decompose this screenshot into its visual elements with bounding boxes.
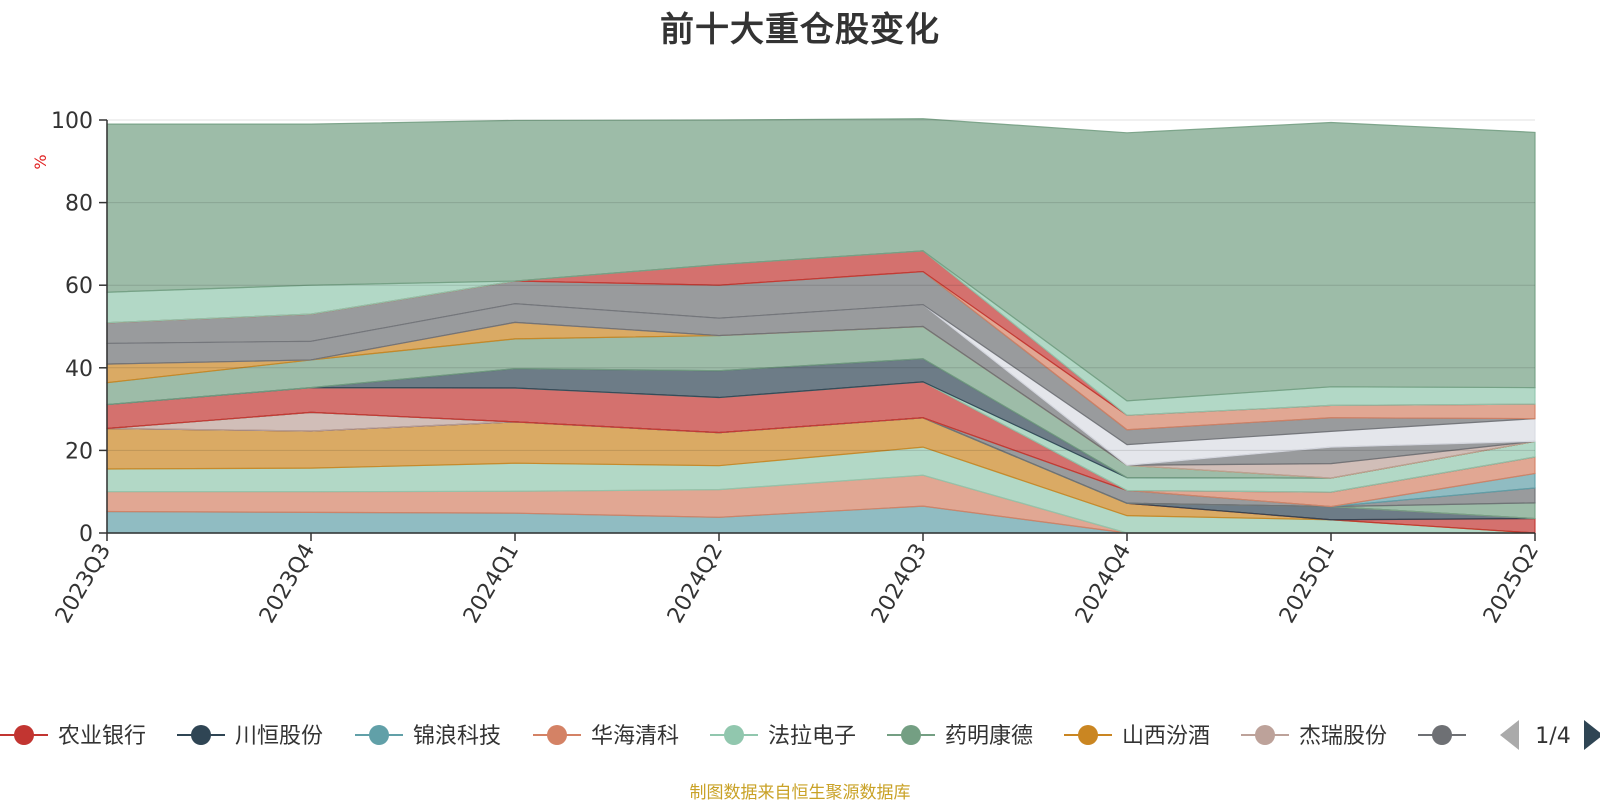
source-note: 制图数据来自恒生聚源数据库 xyxy=(689,783,911,803)
legend-item-5[interactable]: 法拉电子 xyxy=(710,724,856,749)
legend-label: 川恒股份 xyxy=(235,724,323,749)
x-tick-label-2023Q3: 2023Q3 xyxy=(51,540,116,628)
legend-circle-marker xyxy=(1255,725,1275,745)
y-tick-label-60: 60 xyxy=(65,274,93,299)
y-tick-label-40: 40 xyxy=(65,357,93,382)
y-tick-label-0: 0 xyxy=(79,522,93,547)
legend-item-2[interactable]: 川恒股份 xyxy=(177,724,323,749)
legend: 农业银行 川恒股份 锦浪科技 华海清科 法拉电子 药明康德 山西汾酒 杰瑞股份 xyxy=(0,724,1466,749)
legend-item-6[interactable]: 药明康德 xyxy=(887,724,1033,749)
legend-item-3[interactable]: 锦浪科技 xyxy=(355,724,501,749)
legend-page-indicator: 1/4 xyxy=(1535,724,1570,749)
x-tick-label-2025Q2: 2025Q2 xyxy=(1479,540,1544,628)
legend-circle-marker xyxy=(547,725,567,745)
legend-item-1[interactable]: 农业银行 xyxy=(0,724,146,749)
legend-prev-arrow-icon[interactable] xyxy=(1500,720,1519,750)
x-tick-label-2023Q4: 2023Q4 xyxy=(255,540,320,628)
area-series-group xyxy=(106,118,1536,534)
legend-label: 山西汾酒 xyxy=(1122,724,1210,749)
chart-title: 前十大重仓股变化 xyxy=(660,10,940,50)
legend-circle-marker xyxy=(191,725,211,745)
y-tick-label-20: 20 xyxy=(65,439,93,464)
legend-pager: 1/4 xyxy=(1500,720,1600,750)
legend-label: 锦浪科技 xyxy=(413,724,501,749)
legend-circle-marker xyxy=(369,725,389,745)
grid-lines xyxy=(107,119,1535,451)
legend-item-7[interactable]: 山西汾酒 xyxy=(1064,724,1210,749)
legend-circle-marker xyxy=(1078,725,1098,745)
legend-label: 药明康德 xyxy=(945,724,1033,749)
legend-label: 华海清科 xyxy=(591,724,679,749)
y-tick-label-80: 80 xyxy=(65,192,93,217)
legend-circle-marker xyxy=(724,725,744,745)
legend-label: 杰瑞股份 xyxy=(1299,724,1387,749)
x-tick-label-2024Q1: 2024Q1 xyxy=(459,540,524,628)
legend-circle-marker xyxy=(901,725,921,745)
legend-item-8[interactable]: 杰瑞股份 xyxy=(1241,724,1387,749)
legend-circle-marker xyxy=(14,725,34,745)
area-series-24 xyxy=(106,118,1536,402)
x-tick-label-2024Q2: 2024Q2 xyxy=(663,540,728,628)
x-tick-label-2024Q3: 2024Q3 xyxy=(867,540,932,628)
y-axis-unit-label: % xyxy=(31,154,50,169)
legend-item-4[interactable]: 华海清科 xyxy=(533,724,679,749)
y-tick-label-100: 100 xyxy=(51,109,93,134)
legend-circle-marker xyxy=(1432,725,1452,745)
x-tick-label-2025Q1: 2025Q1 xyxy=(1275,540,1340,628)
legend-label: 法拉电子 xyxy=(768,724,856,749)
legend-next-arrow-icon[interactable] xyxy=(1584,720,1600,750)
x-tick-label-2024Q4: 2024Q4 xyxy=(1071,540,1136,628)
legend-label: 农业银行 xyxy=(58,724,146,749)
legend-item-9[interactable] xyxy=(1418,725,1466,745)
